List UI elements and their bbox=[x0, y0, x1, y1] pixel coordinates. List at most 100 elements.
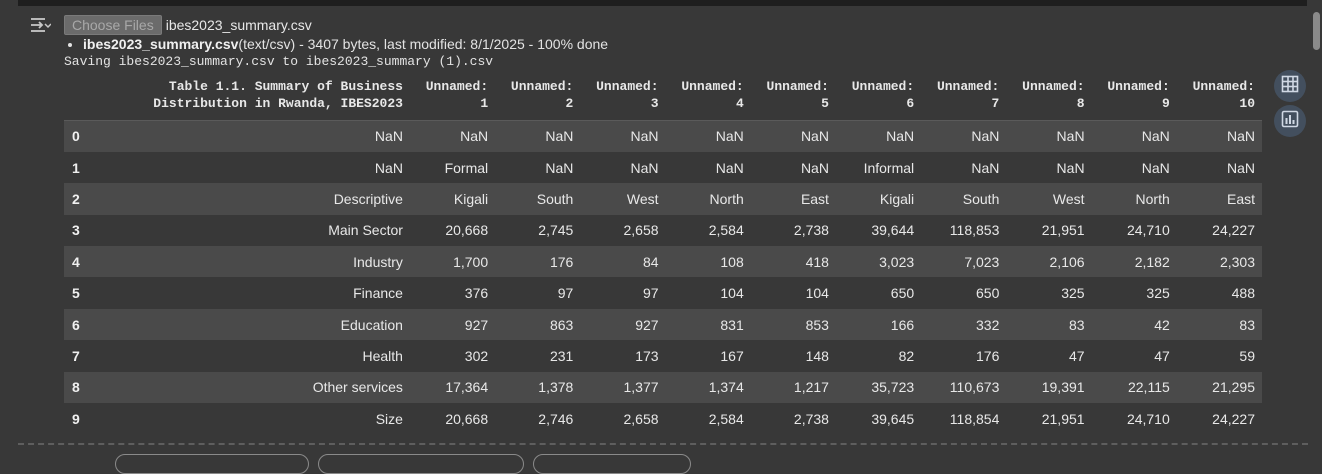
table-cell: 7,023 bbox=[964, 253, 1000, 270]
chosen-file-name: ibes2023_summary.csv bbox=[165, 17, 312, 33]
table-cell: 927 bbox=[635, 316, 659, 333]
table-cell: Education bbox=[340, 316, 403, 333]
table-cell: NaN bbox=[630, 128, 659, 145]
table-row: 6 Education 927 863 927 831 853 166 332 83 42 83 bbox=[64, 308, 1262, 341]
table-view-button[interactable] bbox=[1274, 70, 1306, 102]
table-cell: Finance bbox=[353, 285, 403, 302]
table-cell: NaN bbox=[1226, 159, 1255, 176]
column-header-line: Unnamed: bbox=[936, 79, 1000, 94]
column-header-line: Unnamed: bbox=[510, 79, 574, 94]
column-header-line: 9 bbox=[1161, 96, 1170, 111]
table-cell: 176 bbox=[549, 253, 574, 270]
table-cell: 167 bbox=[720, 347, 744, 364]
table-cell: 1,217 bbox=[793, 379, 829, 396]
column-header: Unnamed: 6 bbox=[835, 76, 922, 121]
table-row: 1 NaN Formal NaN NaN NaN NaN Informal NaN NaN NaN N… bbox=[64, 151, 1262, 184]
table-cell: NaN bbox=[1141, 159, 1170, 176]
table-cell: 39,644 bbox=[871, 222, 915, 239]
uploaded-file-details: (text/csv) - 3407 bytes, last modified: … bbox=[238, 36, 609, 52]
cell-output: Choose Files ibes2023_summary.csv ibes20… bbox=[64, 14, 1264, 70]
table-cell: 83 bbox=[1239, 316, 1255, 333]
table-cell: 2,106 bbox=[1049, 253, 1085, 270]
column-header-line: 5 bbox=[821, 96, 829, 111]
table-cell: 1,378 bbox=[538, 379, 574, 396]
table-cell: 42 bbox=[1154, 316, 1170, 333]
uploaded-file-list: ibes2023_summary.csv(text/csv) - 3407 by… bbox=[64, 36, 1264, 53]
table-row: 9 Size 20,668 2,746 2,658 2,584 2,738 39,645 118… bbox=[64, 403, 1262, 435]
table-cell: Kigali bbox=[879, 190, 915, 207]
table-cell: 20,668 bbox=[445, 410, 489, 427]
table-cell: 1,374 bbox=[708, 379, 744, 396]
table-cell: 1,700 bbox=[453, 253, 489, 270]
column-header-line: 8 bbox=[1076, 96, 1085, 111]
column-header: Unnamed: 5 bbox=[750, 76, 836, 121]
row-index: 2 bbox=[72, 190, 80, 207]
table-cell: 2,746 bbox=[538, 410, 574, 427]
column-header: Unnamed: 8 bbox=[1006, 76, 1092, 121]
table-row: 2 Descriptive Kigali South West North East Kiga… bbox=[64, 183, 1262, 215]
dataframe-table: Table 1.1. Summary of Business Distributi… bbox=[64, 76, 1262, 435]
column-header: Unnamed: 4 bbox=[665, 76, 751, 121]
column-header: Unnamed: 9 bbox=[1091, 76, 1177, 121]
suggestion-chip-3[interactable] bbox=[533, 454, 691, 474]
table-cell: East bbox=[1226, 190, 1255, 207]
table-cell: 488 bbox=[1231, 285, 1255, 302]
row-index: 3 bbox=[72, 222, 80, 239]
table-grid-icon bbox=[1281, 75, 1299, 98]
table-cell: 2,658 bbox=[623, 222, 659, 239]
table-cell: NaN bbox=[715, 128, 744, 145]
table-row: 8 Other services 17,364 1,378 1,377 1,374 1,21… bbox=[64, 371, 1262, 404]
table-cell: NaN bbox=[374, 159, 403, 176]
column-header-line: Distribution in Rwanda, IBES2023 bbox=[153, 96, 403, 111]
table-cell: 173 bbox=[635, 347, 659, 364]
column-header-line: 6 bbox=[906, 96, 915, 111]
row-index: 0 bbox=[72, 128, 80, 145]
table-cell: Formal bbox=[444, 159, 489, 176]
table-cell: 59 bbox=[1239, 347, 1255, 364]
column-header-line: 4 bbox=[735, 96, 744, 111]
table-row: 0 NaN NaN NaN NaN NaN NaN NaN NaN NaN NaN NaN bbox=[64, 120, 1262, 152]
table-row: 4 Industry 1,700 176 84 108 418 3,023 7,023 2,106… bbox=[64, 246, 1262, 278]
table-cell: 2,738 bbox=[793, 410, 829, 427]
uploaded-file-name: ibes2023_summary.csv bbox=[83, 36, 239, 52]
choose-files-button[interactable]: Choose Files bbox=[64, 15, 162, 35]
column-header-line: Unnamed: bbox=[425, 79, 489, 94]
table-cell: 19,391 bbox=[1041, 379, 1085, 396]
cell-divider bbox=[18, 443, 1308, 445]
table-row: 5 Finance 376 97 97 104 104 650 650 325 325 488 bbox=[64, 277, 1262, 309]
table-cell: 24,710 bbox=[1126, 222, 1170, 239]
table-cell: NaN bbox=[1056, 128, 1085, 145]
suggest-chart-button[interactable] bbox=[1274, 105, 1306, 137]
table-cell: 83 bbox=[1068, 316, 1085, 333]
table-cell: Other services bbox=[312, 379, 403, 396]
table-cell: Industry bbox=[353, 253, 403, 270]
column-header: Unnamed: 7 bbox=[921, 76, 1007, 121]
column-header: Unnamed: 10 bbox=[1176, 76, 1262, 121]
table-cell: 166 bbox=[890, 316, 915, 333]
table-cell: 863 bbox=[549, 316, 574, 333]
table-cell: NaN bbox=[1141, 128, 1170, 145]
table-cell: Size bbox=[375, 410, 403, 427]
vertical-scrollbar[interactable] bbox=[1313, 12, 1320, 50]
table-row: 3 Main Sector 20,668 2,745 2,658 2,584 2,738 39… bbox=[64, 214, 1262, 247]
table-cell: South bbox=[536, 190, 574, 207]
column-header-line: Unnamed: bbox=[1107, 79, 1170, 94]
table-cell: NaN bbox=[460, 128, 489, 145]
table-cell: 108 bbox=[720, 253, 744, 270]
table-cell: 22,115 bbox=[1127, 379, 1170, 396]
table-cell: 176 bbox=[976, 347, 1000, 364]
table-cell: NaN bbox=[971, 159, 1000, 176]
table-cell: 84 bbox=[642, 253, 659, 270]
column-header-line: Unnamed: bbox=[1022, 79, 1085, 94]
table-cell: South bbox=[962, 190, 1000, 207]
table-cell: NaN bbox=[800, 128, 829, 145]
suggestion-chip-2[interactable] bbox=[318, 454, 524, 474]
table-cell: 24,227 bbox=[1212, 410, 1255, 427]
table-cell: 21,295 bbox=[1212, 379, 1255, 396]
table-cell: NaN bbox=[971, 128, 1000, 145]
column-header-line: Unnamed: bbox=[681, 79, 744, 94]
output-collapse-icon[interactable] bbox=[28, 14, 52, 36]
table-cell: NaN bbox=[545, 128, 574, 145]
suggestion-chip-1[interactable] bbox=[115, 454, 309, 474]
table-cell: NaN bbox=[545, 159, 574, 176]
